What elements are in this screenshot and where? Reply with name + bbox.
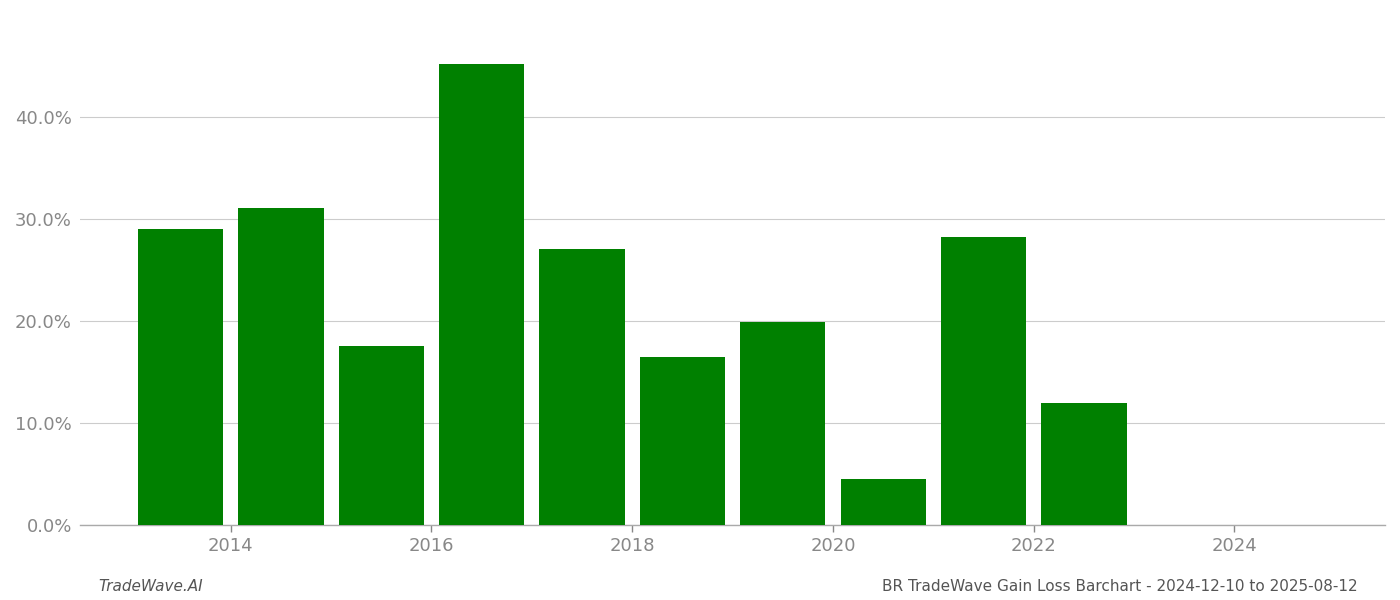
Bar (741, 322, 826, 525)
Text: TradeWave.AI: TradeWave.AI (98, 579, 203, 594)
Bar (941, 238, 1026, 525)
Bar (640, 357, 725, 525)
Bar (139, 229, 223, 525)
Bar (238, 208, 323, 525)
Bar (440, 64, 525, 525)
Text: BR TradeWave Gain Loss Barchart - 2024-12-10 to 2025-08-12: BR TradeWave Gain Loss Barchart - 2024-1… (882, 579, 1358, 594)
Bar (840, 479, 925, 525)
Bar (1042, 403, 1127, 525)
Bar (539, 248, 624, 525)
Bar (339, 346, 424, 525)
